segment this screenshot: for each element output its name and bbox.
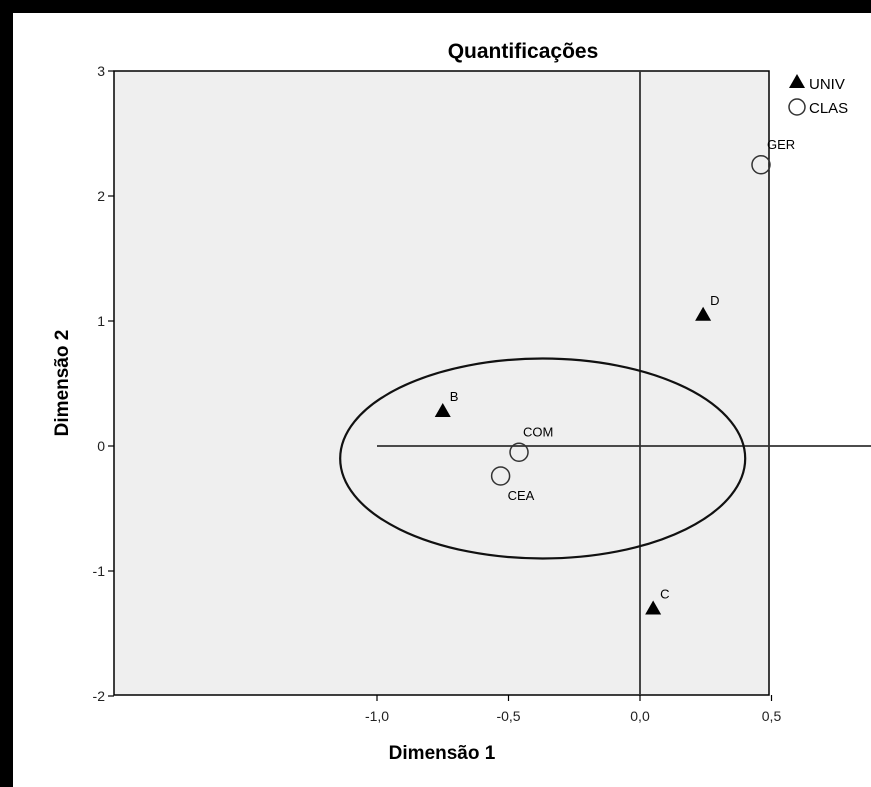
- legend-circle-icon: [789, 99, 805, 115]
- legend-label: CLAS: [809, 100, 848, 117]
- x-tick-label: 0,0: [630, 708, 650, 724]
- plot-background: [114, 71, 769, 695]
- y-axis-title: Dimensão 2: [52, 330, 73, 437]
- y-tick-label: -1: [93, 563, 106, 579]
- y-tick-label: 1: [97, 313, 105, 329]
- legend-triangle-icon: [789, 74, 805, 88]
- point-label: C: [660, 587, 669, 602]
- point-label: D: [710, 293, 719, 308]
- legend-label: UNIV: [809, 76, 845, 93]
- point-label: B: [450, 389, 459, 404]
- legend: UNIV CLAS: [789, 74, 848, 117]
- point-label: CEA: [508, 488, 535, 503]
- y-tick-label: 2: [97, 188, 105, 204]
- point-label: COM: [523, 424, 553, 439]
- x-axis: -1,0-0,50,00,51,01,52,0: [365, 695, 871, 724]
- y-tick-label: 0: [97, 438, 105, 454]
- x-tick-label: 0,5: [762, 708, 782, 724]
- x-axis-title: Dimensão 1: [389, 743, 496, 764]
- y-tick-label: -2: [93, 688, 106, 704]
- plot-area: ABCDGERCOMCEAINT: [114, 71, 871, 696]
- chart-title: Quantificações: [448, 40, 599, 63]
- outer-border-left: [0, 0, 13, 787]
- x-tick-label: -1,0: [365, 708, 389, 724]
- y-axis: 3 2 1 0 -1 -2: [93, 63, 114, 704]
- x-tick-label: -0,5: [496, 708, 520, 724]
- y-tick-label: 3: [97, 63, 105, 79]
- point-label: GER: [767, 137, 795, 152]
- outer-border-top: [0, 0, 871, 13]
